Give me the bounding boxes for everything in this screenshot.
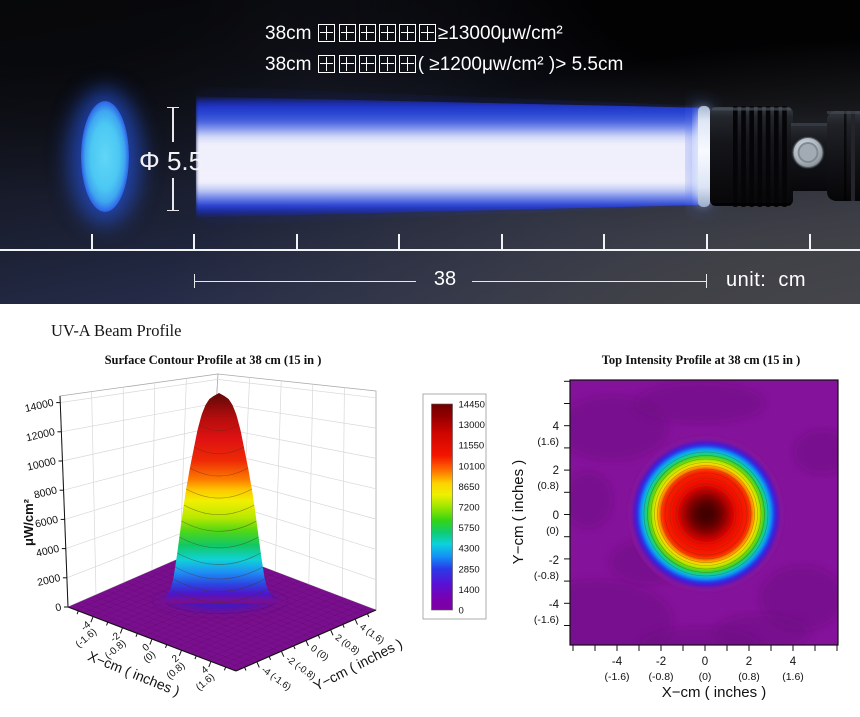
svg-text:μW/cm²: μW/cm²: [21, 498, 36, 546]
svg-text:-4(-1.6): -4(-1.6): [68, 619, 100, 650]
svg-text:UV-A Beam Profile: UV-A Beam Profile: [51, 321, 181, 340]
svg-text:12000: 12000: [25, 426, 56, 444]
svg-text:-2: -2: [656, 656, 666, 668]
svg-text:(1.6): (1.6): [782, 671, 804, 683]
svg-text:11550: 11550: [459, 441, 485, 452]
svg-text:6000: 6000: [34, 514, 60, 531]
svg-text:4300: 4300: [459, 544, 480, 555]
svg-text:2850: 2850: [459, 564, 480, 575]
svg-text:0: 0: [459, 606, 464, 617]
svg-text:0: 0: [54, 601, 63, 614]
svg-text:0 (0): 0 (0): [308, 643, 330, 663]
svg-text:(0.8): (0.8): [537, 480, 559, 492]
svg-text:14450: 14450: [459, 400, 485, 411]
svg-text:(-1.6): (-1.6): [604, 671, 629, 683]
svg-text:10100: 10100: [459, 461, 485, 472]
svg-text:X−cm ( inches ): X−cm ( inches ): [662, 684, 767, 701]
svg-text:0(0): 0(0): [135, 642, 158, 666]
svg-text:Surface Contour Profile at 38: Surface Contour Profile at 38 cm (15 in …: [105, 353, 322, 367]
svg-text:10000: 10000: [26, 455, 57, 473]
svg-text:-2: -2: [549, 555, 559, 567]
svg-text:2: 2: [746, 656, 752, 668]
svg-text:(-0.8): (-0.8): [648, 671, 673, 683]
svg-text:4(1.6): 4(1.6): [188, 664, 217, 693]
svg-text:5750: 5750: [459, 523, 480, 534]
svg-text:-4: -4: [549, 599, 560, 611]
svg-text:2: 2: [553, 465, 559, 477]
svg-text:(-0.8): (-0.8): [534, 570, 559, 582]
svg-text:14000: 14000: [24, 397, 55, 415]
svg-text:Y−cm ( inches ): Y−cm ( inches ): [311, 635, 405, 694]
svg-text:Y−cm ( inches ): Y−cm ( inches ): [510, 460, 527, 565]
svg-text:(1.6): (1.6): [537, 436, 559, 448]
svg-text:Top Intensity Profile at 38 cm: Top Intensity Profile at 38 cm (15 in ): [602, 353, 801, 367]
svg-text:(0): (0): [546, 525, 559, 537]
svg-text:-4: -4: [612, 656, 623, 668]
svg-text:4: 4: [790, 656, 797, 668]
svg-text:2000: 2000: [36, 572, 62, 589]
svg-text:0: 0: [702, 656, 708, 668]
svg-text:4: 4: [553, 421, 560, 433]
svg-text:13000: 13000: [459, 420, 485, 431]
svg-text:(0.8): (0.8): [738, 671, 760, 683]
svg-text:4000: 4000: [35, 543, 61, 560]
svg-text:-4 (-1.6): -4 (-1.6): [259, 664, 293, 693]
svg-text:2 (0.8): 2 (0.8): [333, 632, 362, 657]
svg-text:0: 0: [553, 510, 559, 522]
svg-text:1400: 1400: [459, 585, 480, 596]
svg-text:8000: 8000: [33, 484, 59, 501]
svg-text:(-1.6): (-1.6): [534, 614, 559, 626]
svg-text:7200: 7200: [459, 503, 480, 514]
svg-text:8650: 8650: [459, 482, 480, 493]
svg-text:(0): (0): [699, 671, 712, 683]
